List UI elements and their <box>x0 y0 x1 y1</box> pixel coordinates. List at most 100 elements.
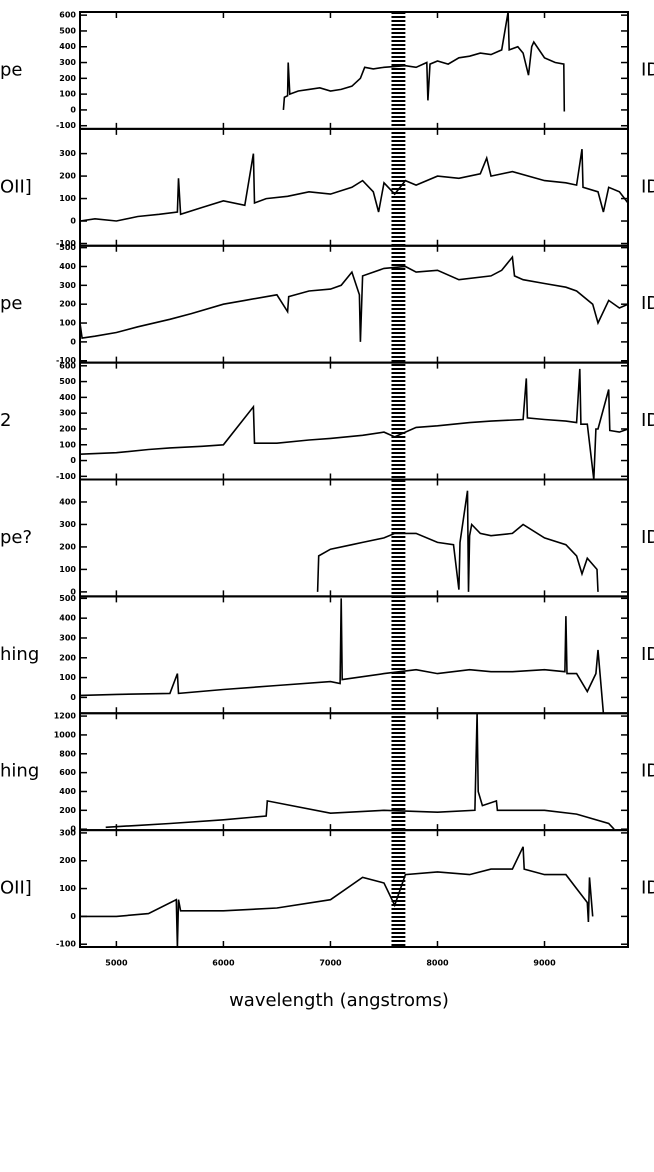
spectrum-line <box>80 148 628 222</box>
spectrum-line <box>80 846 594 947</box>
y-tick-label: 200 <box>59 74 76 83</box>
panel-id: ID <box>641 644 654 665</box>
y-tick-label: 0 <box>70 217 76 226</box>
y-tick-label: 0 <box>70 912 76 921</box>
panel-id: ID <box>641 293 654 314</box>
telluric-band <box>391 830 406 947</box>
plot-area <box>80 255 628 342</box>
y-tick-label: 600 <box>59 11 76 20</box>
y-tick-label: 0 <box>70 105 76 114</box>
y-tick-label: 0 <box>70 825 76 834</box>
y-tick-label: -100 <box>56 472 76 481</box>
y-tick-label: 1200 <box>54 712 77 721</box>
spectrum-line <box>80 368 628 480</box>
x-tick-label: 8000 <box>426 959 449 968</box>
y-tick-label: 300 <box>59 828 76 837</box>
panel-frame <box>79 127 629 247</box>
y-tick-label: 200 <box>59 424 76 433</box>
panel-label: pe? <box>0 527 32 548</box>
y-tick-label: 100 <box>59 90 76 99</box>
telluric-band <box>391 479 406 597</box>
y-tick-label: 500 <box>59 377 76 386</box>
spectrum-line <box>80 255 628 342</box>
telluric-band <box>391 12 406 129</box>
y-tick-label: 400 <box>59 614 76 623</box>
panel-label: 2 <box>0 410 11 431</box>
y-tick-label: 600 <box>59 361 76 370</box>
telluric-band <box>391 596 406 714</box>
y-tick-label: 100 <box>59 884 76 893</box>
y-tick-label: 200 <box>59 653 76 662</box>
panel-label: OII] <box>0 176 32 197</box>
plot-area <box>316 490 599 592</box>
y-tick-label: 400 <box>59 393 76 402</box>
y-tick-label: 0 <box>70 587 76 596</box>
y-tick-label: 200 <box>59 856 76 865</box>
plot-area <box>80 598 605 714</box>
panel-id: ID <box>641 59 654 80</box>
y-tick-label: 200 <box>59 806 76 815</box>
panel-frame <box>79 244 629 364</box>
y-tick-label: 800 <box>59 749 76 758</box>
x-tick-label: 5000 <box>105 959 128 968</box>
y-tick-label: 100 <box>59 194 76 203</box>
y-tick-label: -100 <box>56 356 76 365</box>
y-tick-label: 0 <box>70 693 76 702</box>
panel-label: pe <box>0 59 23 80</box>
y-tick-label: 100 <box>59 440 76 449</box>
y-tick-label: 1000 <box>54 730 77 739</box>
y-tick-label: 200 <box>59 300 76 309</box>
spectrum-line <box>316 490 599 592</box>
y-tick-label: 400 <box>59 262 76 271</box>
panel-frame <box>79 11 629 130</box>
y-tick-label: 100 <box>59 673 76 682</box>
panel-id: ID <box>641 527 654 548</box>
plot-area <box>80 148 628 222</box>
y-tick-label: -100 <box>56 940 76 949</box>
y-tick-label: 300 <box>59 281 76 290</box>
y-tick-label: 200 <box>59 172 76 181</box>
y-tick-label: 0 <box>70 337 76 346</box>
y-tick-label: 300 <box>59 409 76 418</box>
telluric-band <box>391 245 406 363</box>
y-tick-label: 500 <box>59 26 76 35</box>
plot-area <box>105 713 615 830</box>
y-tick-label: 300 <box>59 149 76 158</box>
panel-label: pe <box>0 293 23 314</box>
y-tick-label: -100 <box>56 121 76 130</box>
plot-area <box>80 846 594 947</box>
x-tick-label: 6000 <box>212 959 235 968</box>
plot-area <box>80 368 628 480</box>
panel-label: hing <box>0 761 39 782</box>
spectrum-line <box>282 12 566 112</box>
y-tick-label: 300 <box>59 58 76 67</box>
panel-frame <box>79 829 629 948</box>
panel-id: ID <box>641 761 654 782</box>
y-tick-label: 300 <box>59 520 76 529</box>
x-tick-label: 7000 <box>319 959 342 968</box>
panel-id: ID <box>641 878 654 899</box>
y-tick-label: 500 <box>59 594 76 603</box>
panel-label: hing <box>0 644 39 665</box>
x-axis-title: wavelength (angstroms) <box>229 990 449 1011</box>
y-tick-label: 300 <box>59 633 76 642</box>
telluric-band <box>391 713 406 831</box>
y-tick-label: 400 <box>59 497 76 506</box>
panel-label: OII] <box>0 878 32 899</box>
spectrum-line <box>80 598 605 714</box>
y-tick-label: 500 <box>59 243 76 252</box>
panel-frame <box>79 361 629 481</box>
y-tick-label: 400 <box>59 42 76 51</box>
telluric-band <box>391 362 406 480</box>
x-tick-label: 9000 <box>533 959 556 968</box>
y-tick-label: 200 <box>59 542 76 551</box>
y-tick-label: 0 <box>70 456 76 465</box>
telluric-band <box>391 128 406 246</box>
y-tick-label: 100 <box>59 565 76 574</box>
panel-frame <box>79 595 629 715</box>
y-tick-label: 100 <box>59 319 76 328</box>
y-tick-label: -100 <box>56 239 76 248</box>
y-tick-label: 400 <box>59 787 76 796</box>
plot-area <box>282 12 566 112</box>
